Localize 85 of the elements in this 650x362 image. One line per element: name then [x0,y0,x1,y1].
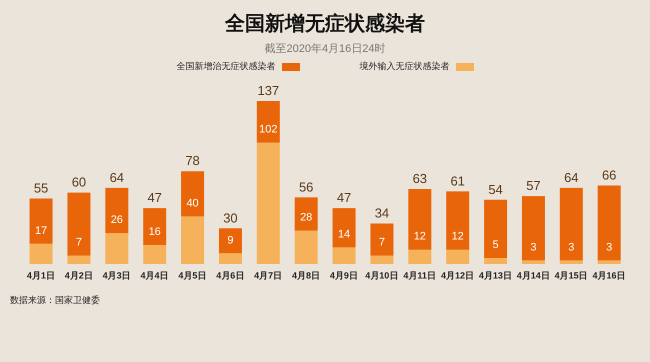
bar [294,197,318,231]
bar [30,198,53,244]
x-tick-label: 4月10日 [365,270,398,280]
bar [598,185,621,260]
bar [181,216,204,264]
bar [560,188,583,260]
chart-subtitle: 截至2020年4月16日24时 [263,42,387,56]
bar [105,233,128,264]
bar [181,171,204,216]
total-label: 137 [257,83,280,98]
data-label: 28 [300,212,312,224]
x-tick-label: 4月7日 [254,270,282,280]
bar [484,200,508,258]
x-tick-label: 4月2日 [64,270,93,280]
data-label: 12 [414,230,426,243]
bar [332,247,356,264]
data-label: 7 [378,236,386,249]
data-label: 9 [227,234,234,246]
bar [143,208,166,245]
bar [30,244,53,264]
x-tick-label: 4月6日 [216,270,244,280]
bar [218,253,242,264]
x-tick-label: 4月16日 [592,270,626,280]
total-label: 30 [223,210,238,226]
x-tick-label: 4月5日 [178,270,206,280]
total-label: 64 [564,170,579,185]
total-label: 60 [72,174,86,190]
source-note: 数据来源：国家卫健委 [10,294,101,307]
total-label: 47 [147,190,162,206]
total-label: 64 [110,170,124,185]
bar [522,196,545,260]
data-label: 40 [186,197,199,210]
total-label: 56 [298,179,314,194]
x-tick-label: 4月4日 [140,270,169,280]
total-label: 54 [488,182,503,197]
x-tick-label: 4月12日 [441,270,474,280]
bar [143,244,166,264]
x-tick-label: 4月15日 [554,270,588,280]
bar [294,230,318,264]
total-label: 47 [336,190,352,206]
total-label: 34 [374,206,390,221]
bar [332,208,356,248]
x-tick-label: 4月3日 [102,270,131,280]
bar [598,260,621,264]
bar [370,256,394,264]
bar [105,188,128,234]
total-label: 78 [185,153,200,168]
total-label: 63 [412,171,428,186]
bar [370,224,394,256]
bar [446,191,470,250]
bar [256,142,280,264]
data-label: 3 [530,241,537,254]
data-label: 3 [606,241,612,254]
bar [408,250,432,264]
bar [522,260,545,264]
total-label: 61 [450,173,465,188]
data-label: 12 [452,230,464,243]
bar [67,256,90,264]
legend-label: 境外输入无症状感染者 [360,60,450,73]
data-label: 16 [148,226,161,238]
data-label: 26 [110,214,123,226]
x-tick-label: 4月11日 [403,270,436,280]
data-label: 102 [259,124,278,136]
total-label: 55 [34,180,48,196]
total-label: 66 [602,167,616,182]
x-tick-label: 4月14日 [516,270,550,280]
data-label: 3 [568,241,574,254]
bar [560,260,583,264]
x-tick-label: 4月13日 [478,270,512,280]
x-tick-label: 4月9日 [330,270,358,280]
bar [256,101,280,143]
chart-title: 全国新增无症状感染者 [224,12,426,37]
bar [218,228,242,254]
data-label: 17 [34,224,48,237]
bar [484,258,508,264]
x-tick-label: 4月8日 [292,270,320,280]
x-tick-label: 4月1日 [26,270,55,280]
legend-label: 全国新增治无症状感染者 [176,60,276,73]
total-label: 57 [526,178,541,194]
bar [67,192,90,256]
bar [408,189,432,250]
bar [446,250,470,264]
data-label: 5 [492,239,499,252]
data-label: 7 [76,236,82,249]
data-label: 14 [338,228,350,240]
